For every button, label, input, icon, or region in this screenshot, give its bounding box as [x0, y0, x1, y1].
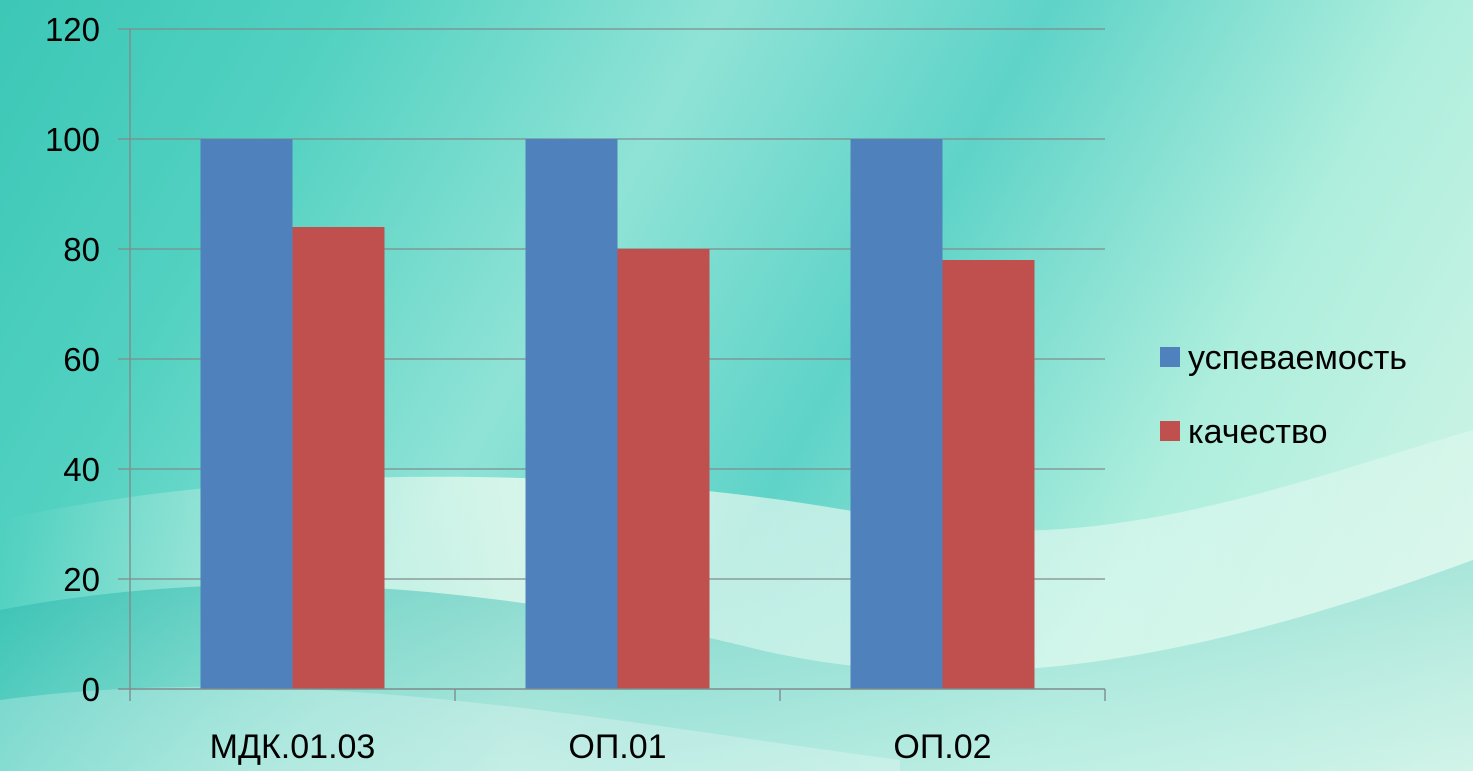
bar-series1: [850, 139, 943, 689]
category-label: ОП.02: [893, 728, 991, 766]
bar-series1: [200, 139, 293, 689]
legend: успеваемость качество: [1160, 339, 1407, 451]
category-labels: МДК.01.03 ОП.01 ОП.02: [210, 728, 992, 766]
legend-label: успеваемость: [1188, 339, 1407, 377]
y-tick-label: 80: [63, 231, 100, 268]
y-tick-label: 120: [45, 11, 100, 48]
bar-series1: [525, 139, 618, 689]
y-tick-label: 60: [63, 341, 100, 378]
category-label: МДК.01.03: [210, 728, 376, 766]
y-tick-labels: 0 20 40 60 80 100 120: [45, 11, 100, 708]
y-tick-label: 0: [82, 671, 100, 708]
bar-series2: [942, 260, 1035, 689]
category-label: ОП.01: [568, 728, 666, 766]
legend-swatch: [1160, 421, 1180, 441]
bars: [200, 139, 1035, 689]
y-tick-label: 100: [45, 121, 100, 158]
y-tick-label: 40: [63, 451, 100, 488]
bar-series2: [292, 227, 385, 689]
legend-swatch: [1160, 347, 1180, 367]
bar-series2: [617, 249, 710, 689]
y-tick-label: 20: [63, 561, 100, 598]
legend-label: качество: [1188, 413, 1328, 451]
axes: [118, 29, 1106, 701]
